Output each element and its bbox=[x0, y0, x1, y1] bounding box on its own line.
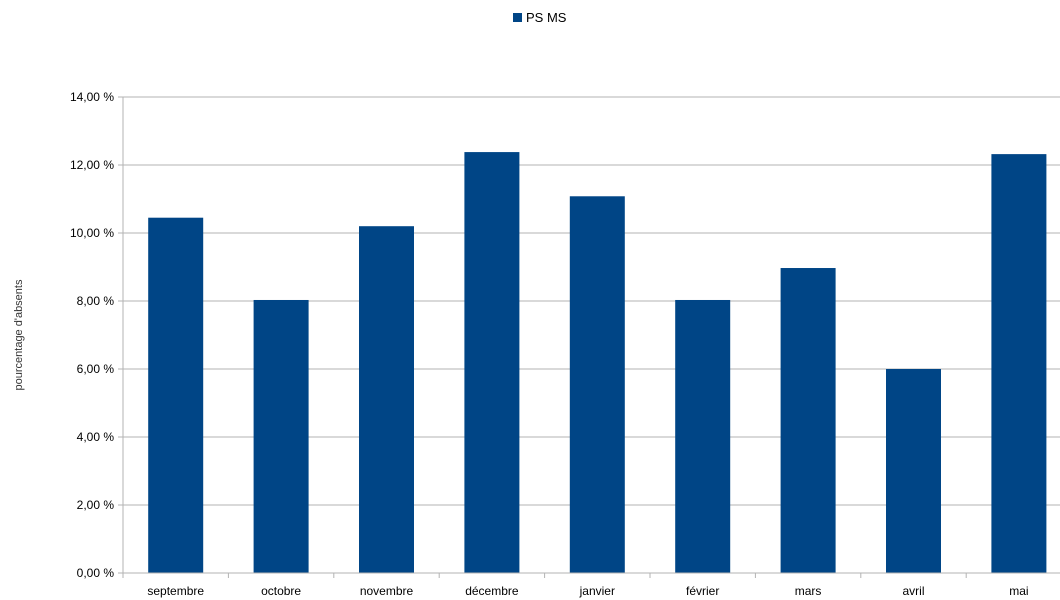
x-tick-label: mars bbox=[795, 584, 822, 598]
bar bbox=[464, 152, 520, 573]
legend-swatch bbox=[513, 13, 522, 22]
bar bbox=[148, 217, 204, 573]
bar bbox=[780, 268, 836, 573]
bar bbox=[359, 226, 414, 573]
y-tick-label: 8,00 % bbox=[77, 294, 115, 308]
x-tick-label: mai bbox=[1009, 584, 1028, 598]
y-tick-label: 12,00 % bbox=[70, 158, 114, 172]
bar bbox=[569, 196, 625, 573]
legend: PS MS bbox=[513, 10, 567, 25]
x-tick-label: décembre bbox=[465, 584, 519, 598]
legend-label: PS MS bbox=[526, 10, 567, 25]
y-tick-label: 0,00 % bbox=[77, 566, 115, 580]
y-tick-label: 6,00 % bbox=[77, 362, 115, 376]
y-tick-label: 2,00 % bbox=[77, 498, 115, 512]
x-tick-label: janvier bbox=[579, 584, 615, 598]
x-axis: septembre octobre novembre décembre janvier f… bbox=[122, 572, 1060, 598]
y-tick-label: 14,00 % bbox=[70, 90, 114, 104]
x-tick-label: avril bbox=[902, 584, 924, 598]
x-tick-label: septembre bbox=[147, 584, 204, 598]
bars bbox=[148, 152, 1047, 573]
bar bbox=[991, 154, 1047, 573]
x-tick-label: février bbox=[686, 584, 719, 598]
bar bbox=[886, 369, 941, 573]
y-tick-label: 4,00 % bbox=[77, 430, 115, 444]
bar bbox=[253, 299, 309, 573]
x-tick-label: octobre bbox=[261, 584, 301, 598]
x-tick-label: novembre bbox=[360, 584, 414, 598]
y-axis-title: pourcentage d'absents bbox=[13, 279, 25, 390]
bar bbox=[675, 299, 731, 573]
y-tick-label: 10,00 % bbox=[70, 226, 114, 240]
y-axis-ticks: 0,00 % 2,00 % 4,00 % 6,00 % 8,00 % 10,00 % 12,… bbox=[70, 90, 124, 580]
